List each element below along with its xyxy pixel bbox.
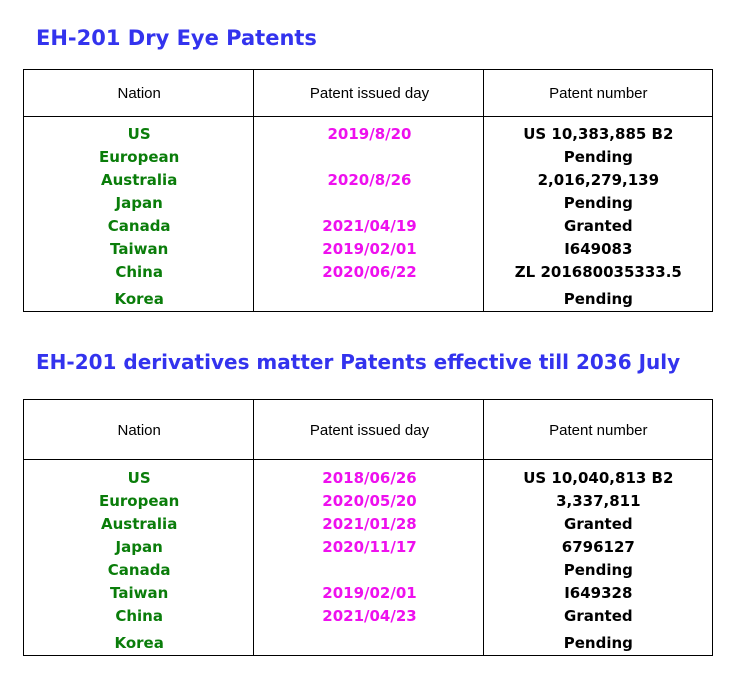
table-body: US 2019/8/20 US 10,383,885 B2 European P… bbox=[24, 122, 712, 309]
nation-cell: Canada bbox=[107, 216, 171, 235]
issued-day-cell: 2019/02/01 bbox=[322, 583, 417, 602]
issued-day-cell: 2020/05/20 bbox=[322, 491, 417, 510]
issued-day-cell: 2018/06/26 bbox=[322, 468, 417, 487]
nation-cell: Japan bbox=[115, 193, 163, 212]
patent-number-cell: Pending bbox=[563, 560, 633, 579]
nation-cell: European bbox=[98, 147, 180, 166]
patent-number-cell: 6796127 bbox=[561, 537, 635, 556]
issued-day-cell: 2021/04/23 bbox=[322, 606, 417, 625]
issued-day-cell: 2019/8/20 bbox=[327, 124, 412, 143]
patent-number-cell: Granted bbox=[564, 606, 633, 625]
table-header-row: Nation Patent issued day Patent number bbox=[24, 400, 712, 460]
patent-number-cell: Granted bbox=[564, 216, 633, 235]
nation-cell: Australia bbox=[101, 514, 178, 533]
nation-cell: Taiwan bbox=[110, 583, 169, 602]
nation-cell: Japan bbox=[115, 537, 163, 556]
column-divider bbox=[253, 70, 254, 311]
nation-cell: European bbox=[98, 491, 180, 510]
derivatives-patents-table: Nation Patent issued day Patent number U… bbox=[23, 399, 713, 656]
table-row: Canada Pending bbox=[24, 558, 712, 581]
issued-day-cell: 2020/11/17 bbox=[322, 537, 417, 556]
nation-cell: Taiwan bbox=[110, 239, 169, 258]
issued-day-cell: 2021/04/19 bbox=[322, 216, 417, 235]
dry-eye-patents-table: Nation Patent issued day Patent number U… bbox=[23, 69, 713, 312]
column-header-patent-issued-day: Patent issued day bbox=[309, 421, 430, 439]
nation-cell: Australia bbox=[101, 170, 178, 189]
patent-number-cell: Pending bbox=[563, 147, 633, 166]
column-header-patent-issued-day: Patent issued day bbox=[309, 85, 430, 102]
patent-number-cell: ZL 201680035333.5 bbox=[514, 262, 682, 281]
table-row: European 2020/05/20 3,337,811 bbox=[24, 489, 712, 512]
column-header-patent-number: Patent number bbox=[549, 421, 648, 439]
patent-number-cell: US 10,040,813 B2 bbox=[523, 468, 674, 487]
issued-day-cell: 2021/01/28 bbox=[322, 514, 417, 533]
column-divider bbox=[483, 400, 484, 655]
patent-number-cell: Pending bbox=[563, 193, 633, 212]
table-row: European Pending bbox=[24, 145, 712, 168]
issued-day-cell: 2020/06/22 bbox=[322, 262, 417, 281]
table-row: Australia 2020/8/26 2,016,279,139 bbox=[24, 168, 712, 191]
header-divider bbox=[24, 459, 712, 460]
nation-cell: Korea bbox=[114, 290, 164, 308]
table-row: Japan Pending bbox=[24, 191, 712, 214]
nation-cell: China bbox=[115, 262, 163, 281]
patent-number-cell: I649328 bbox=[564, 583, 633, 602]
table-row: China 2021/04/23 Granted bbox=[24, 604, 712, 627]
table-body: US 2018/06/26 US 10,040,813 B2 European … bbox=[24, 466, 712, 653]
section-title-derivatives-patents: EH-201 derivatives matter Patents effect… bbox=[36, 350, 681, 374]
table-row: Taiwan 2019/02/01 I649083 bbox=[24, 237, 712, 260]
nation-cell: Canada bbox=[107, 560, 171, 579]
issued-day-cell: 2020/8/26 bbox=[327, 170, 412, 189]
column-header-patent-number: Patent number bbox=[549, 85, 648, 102]
nation-cell: China bbox=[115, 606, 163, 625]
table-row: Korea Pending bbox=[24, 283, 712, 308]
table-row: US 2018/06/26 US 10,040,813 B2 bbox=[24, 466, 712, 489]
patent-number-cell: Pending bbox=[563, 634, 633, 652]
column-header-nation: Nation bbox=[117, 421, 161, 439]
table-row: China 2020/06/22 ZL 201680035333.5 bbox=[24, 260, 712, 283]
patent-number-cell: 3,337,811 bbox=[556, 491, 641, 510]
table-row: Canada 2021/04/19 Granted bbox=[24, 214, 712, 237]
section-title-dry-eye-patents: EH-201 Dry Eye Patents bbox=[36, 26, 317, 50]
header-divider bbox=[24, 116, 712, 117]
patent-number-cell: Pending bbox=[563, 290, 633, 308]
column-divider bbox=[483, 70, 484, 311]
nation-cell: US bbox=[127, 468, 151, 487]
table-row: Korea Pending bbox=[24, 627, 712, 652]
column-divider bbox=[253, 400, 254, 655]
table-row: US 2019/8/20 US 10,383,885 B2 bbox=[24, 122, 712, 145]
patent-number-cell: 2,016,279,139 bbox=[537, 170, 660, 189]
patent-number-cell: US 10,383,885 B2 bbox=[523, 124, 674, 143]
issued-day-cell: 2019/02/01 bbox=[322, 239, 417, 258]
patent-number-cell: I649083 bbox=[564, 239, 633, 258]
table-header-row: Nation Patent issued day Patent number bbox=[24, 70, 712, 117]
patent-number-cell: Granted bbox=[564, 514, 633, 533]
table-row: Australia 2021/01/28 Granted bbox=[24, 512, 712, 535]
table-row: Taiwan 2019/02/01 I649328 bbox=[24, 581, 712, 604]
nation-cell: Korea bbox=[114, 634, 164, 652]
nation-cell: US bbox=[127, 124, 151, 143]
table-row: Japan 2020/11/17 6796127 bbox=[24, 535, 712, 558]
column-header-nation: Nation bbox=[117, 85, 161, 102]
